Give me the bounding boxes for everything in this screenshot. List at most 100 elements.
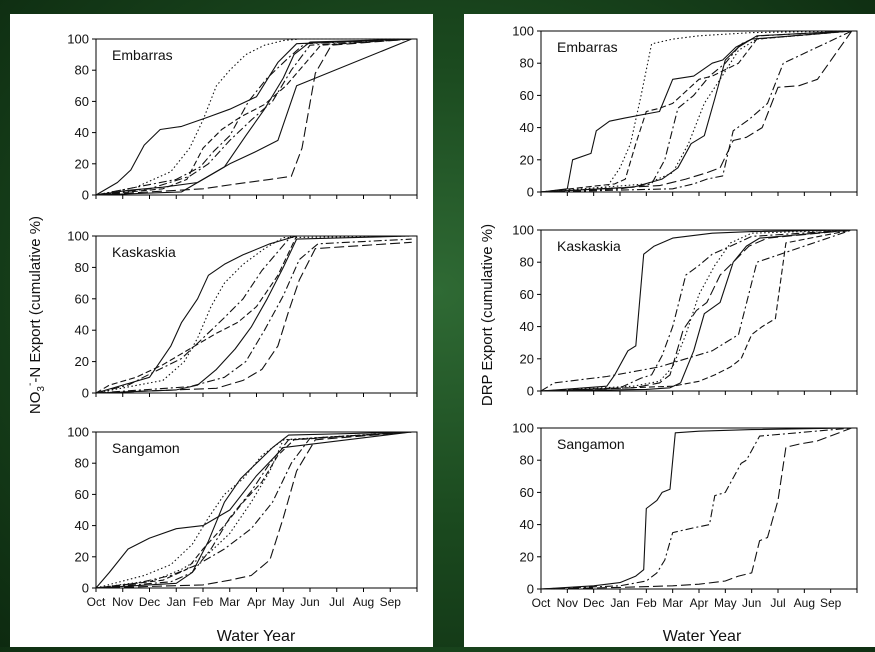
y-tick-label: 20 — [75, 354, 89, 369]
right-panel-background — [464, 14, 875, 647]
x-tick-label: Apr — [247, 595, 266, 609]
series-line — [95, 431, 412, 589]
x-tick-label: Dec — [583, 596, 604, 610]
series-line — [540, 229, 852, 392]
x-tick-label: Jun — [742, 596, 761, 610]
series-line — [95, 38, 412, 196]
series-line — [95, 235, 412, 394]
x-tick-label: Aug — [353, 595, 374, 609]
panel-title: Embarras — [112, 47, 173, 63]
series-line — [95, 235, 412, 394]
y-tick-label: 40 — [75, 125, 89, 140]
y-tick-label: 80 — [75, 260, 89, 275]
series-line — [540, 229, 852, 392]
x-tick-label: Nov — [557, 596, 578, 610]
x-tick-label: Jun — [300, 595, 319, 609]
plot-area: 0 20 40 60 80 100 Embarras 0 20 40 60 80 100 Kaskaski… — [67, 24, 858, 610]
y-tick-label: 40 — [520, 319, 534, 334]
chart-right-kaskaskia: 0 20 40 60 80 100 Kaskaskia — [512, 223, 858, 399]
y-tick-label: 40 — [520, 120, 534, 135]
x-tick-label: Jul — [329, 595, 344, 609]
right-x-axis-label: Water Year — [663, 628, 742, 645]
y-tick-label: 0 — [527, 384, 534, 399]
series-line — [95, 241, 412, 394]
y-tick-label: 20 — [75, 549, 89, 564]
panel-title: Embarras — [557, 39, 618, 55]
y-tick-label: 100 — [512, 24, 534, 39]
chart-right-embarras: 0 20 40 60 80 100 Embarras — [512, 24, 858, 200]
x-tick-label: Sep — [820, 596, 842, 610]
x-tick-label: Sep — [380, 595, 402, 609]
series-line — [540, 30, 853, 193]
chart-right-sangamon: 0 20 40 60 80 100 Oct Nov Dec Jan Feb Mar Apr May Jun J… — [512, 421, 858, 610]
series-line — [540, 229, 852, 392]
series-line — [540, 427, 852, 590]
y-tick-label: 0 — [527, 185, 534, 200]
series-line — [95, 238, 412, 394]
y-tick-label: 20 — [75, 156, 89, 171]
series-line — [540, 229, 852, 392]
series-line — [95, 38, 412, 196]
y-tick-label: 20 — [520, 549, 534, 564]
y-tick-label: 80 — [75, 63, 89, 78]
x-tick-label: Nov — [112, 595, 133, 609]
series-line — [95, 38, 412, 196]
y-tick-label: 60 — [75, 291, 89, 306]
series-line — [95, 38, 412, 196]
series-line — [95, 235, 412, 394]
x-tick-label: Oct — [87, 595, 106, 609]
y-tick-label: 0 — [82, 581, 89, 596]
x-tick-label: Jul — [770, 596, 785, 610]
y-tick-label: 20 — [520, 152, 534, 167]
series-line — [95, 431, 412, 589]
chart-left-kaskaskia: 0 20 40 60 80 100 Kaskaskia — [67, 229, 418, 401]
x-tick-label: Feb — [636, 596, 657, 610]
y-tick-label: 100 — [512, 421, 534, 436]
series-line — [540, 30, 852, 193]
series-line — [540, 30, 852, 193]
panel-title: Sangamon — [112, 440, 180, 456]
series-line — [95, 431, 412, 589]
y-tick-label: 40 — [75, 323, 89, 338]
series-line — [540, 229, 852, 392]
series-line — [95, 38, 412, 196]
series-line — [540, 30, 852, 193]
x-tick-label: Aug — [794, 596, 815, 610]
y-tick-label: 60 — [520, 485, 534, 500]
x-tick-label: Oct — [532, 596, 551, 610]
series-line — [95, 431, 412, 589]
y-tick-label: 0 — [527, 582, 534, 597]
chart-left-sangamon: 0 20 40 60 80 100 Oct Nov Dec Jan Feb Mar Apr May Jun J… — [67, 425, 418, 609]
y-tick-label: 40 — [520, 517, 534, 532]
x-tick-label: Feb — [193, 595, 214, 609]
series-line — [95, 431, 412, 589]
panel-title: Kaskaskia — [557, 238, 621, 254]
y-tick-label: 100 — [67, 32, 89, 47]
series-line — [95, 431, 412, 589]
series-line — [95, 431, 412, 589]
y-tick-label: 100 — [67, 425, 89, 440]
chart-left-embarras: 0 20 40 60 80 100 Embarras — [67, 32, 418, 203]
y-tick-label: 60 — [75, 487, 89, 502]
y-tick-label: 40 — [75, 518, 89, 533]
series-line — [95, 431, 412, 589]
y-tick-label: 80 — [520, 255, 534, 270]
x-tick-label: Mar — [662, 596, 683, 610]
y-tick-label: 60 — [520, 88, 534, 103]
x-tick-label: Jan — [610, 596, 629, 610]
y-tick-label: 80 — [75, 456, 89, 471]
y-tick-label: 60 — [75, 94, 89, 109]
y-tick-label: 0 — [82, 188, 89, 203]
series-line — [95, 235, 412, 394]
y-tick-label: 80 — [520, 56, 534, 71]
series-line — [540, 30, 852, 193]
series-line — [540, 427, 852, 590]
y-tick-label: 100 — [512, 223, 534, 238]
right-y-axis-label: DRP Export (cumulative %) — [479, 224, 496, 406]
left-x-axis-label: Water Year — [217, 628, 296, 645]
y-tick-label: 80 — [520, 453, 534, 468]
series-line — [540, 427, 852, 590]
series-line — [95, 38, 412, 196]
